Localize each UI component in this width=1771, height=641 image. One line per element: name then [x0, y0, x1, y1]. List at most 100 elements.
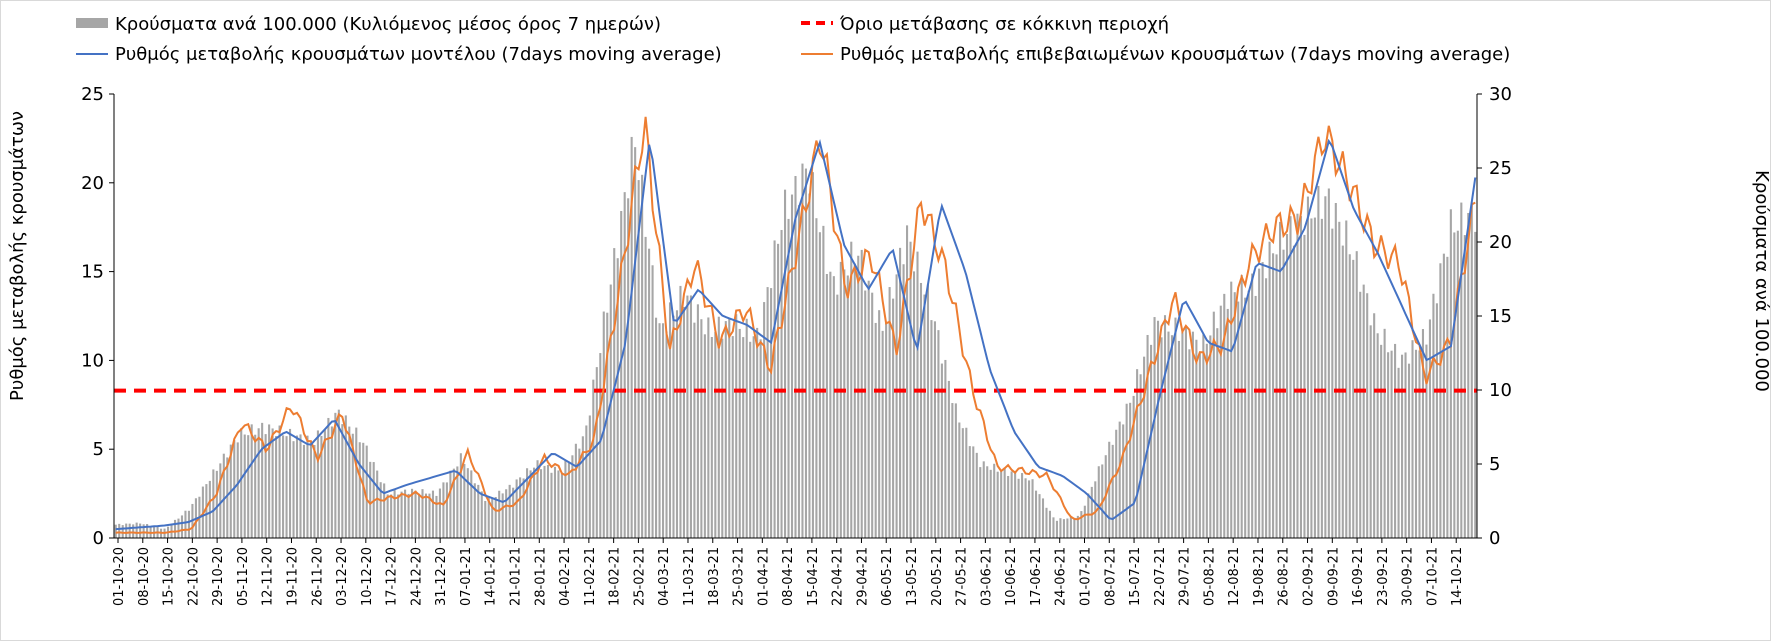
bar	[613, 248, 616, 538]
bar	[261, 422, 264, 538]
bar	[686, 295, 689, 538]
y-left-tick-label: 0	[93, 528, 104, 549]
bar	[243, 434, 246, 538]
bar	[885, 322, 888, 538]
x-tick-label: 23-09-21	[1376, 547, 1391, 606]
bar	[1334, 203, 1337, 538]
bar	[968, 446, 971, 538]
bar	[801, 163, 804, 538]
bar	[717, 316, 720, 538]
bar	[1083, 505, 1086, 538]
legend: Κρούσματα ανά 100.000 (Κυλιόμενος μέσος …	[76, 14, 1510, 65]
x-tick-label: 14-01-21	[484, 547, 499, 606]
bar	[390, 494, 393, 538]
x-tick-label: 13-05-21	[905, 547, 920, 606]
x-tick-label: 26-08-21	[1277, 547, 1292, 606]
bar	[843, 269, 846, 538]
bar	[1442, 253, 1445, 538]
bar	[857, 255, 860, 538]
bar	[1425, 344, 1428, 538]
bar	[1435, 303, 1438, 538]
bar	[871, 292, 874, 538]
bar	[1352, 259, 1355, 538]
bar	[919, 282, 923, 538]
bar	[121, 525, 124, 538]
bar	[463, 463, 466, 538]
x-tick-label: 17-12-20	[385, 547, 400, 606]
bar	[219, 463, 222, 538]
bar	[177, 518, 180, 538]
bar	[1003, 467, 1006, 538]
bar	[641, 174, 644, 539]
bar	[546, 464, 550, 538]
bar	[951, 403, 954, 538]
bar	[839, 261, 842, 538]
bar	[637, 180, 640, 538]
bar	[295, 435, 299, 538]
bar	[459, 453, 462, 538]
bar	[1219, 305, 1222, 538]
x-tick-label: 12-08-21	[1227, 547, 1242, 606]
bar	[724, 321, 727, 538]
bar	[1007, 475, 1010, 538]
bar	[689, 295, 692, 538]
bar	[752, 336, 755, 538]
bar	[822, 225, 825, 539]
bar	[1401, 354, 1404, 538]
bar	[672, 315, 675, 538]
bar	[1226, 308, 1229, 538]
bar	[595, 367, 598, 538]
bar	[742, 337, 745, 538]
bar	[1216, 328, 1219, 538]
x-tick-label: 08-04-21	[781, 547, 796, 606]
bar	[1170, 335, 1174, 538]
bar	[505, 489, 508, 538]
x-tick-label: 01-04-21	[756, 547, 771, 606]
bar	[756, 327, 759, 538]
bar	[620, 210, 623, 539]
bar	[930, 320, 933, 538]
y-left-tick-label: 15	[81, 262, 104, 283]
bar	[864, 290, 867, 538]
bar	[309, 441, 313, 538]
bar	[696, 304, 699, 538]
bar	[1143, 356, 1146, 538]
bar	[438, 488, 441, 538]
bar	[627, 198, 630, 538]
bar	[477, 484, 480, 538]
bar	[1017, 478, 1020, 538]
bar	[1240, 274, 1243, 538]
x-tick-label: 18-02-21	[608, 547, 623, 606]
bar	[867, 280, 870, 538]
bar	[1129, 402, 1132, 538]
bar	[1233, 292, 1236, 538]
bar	[1209, 335, 1212, 538]
x-tick-label: 22-07-21	[1153, 547, 1168, 606]
bar	[1414, 349, 1418, 538]
bar	[1069, 516, 1072, 538]
bar	[1062, 519, 1065, 538]
bar	[393, 490, 396, 538]
bar	[912, 271, 916, 538]
bar	[759, 339, 762, 538]
bar	[832, 276, 835, 538]
bar	[1265, 278, 1268, 538]
bar	[780, 229, 783, 538]
bar	[522, 478, 525, 538]
bar	[1202, 334, 1205, 538]
bar	[1024, 478, 1027, 538]
bar	[1275, 254, 1278, 538]
bar	[1292, 245, 1296, 538]
x-tick-label: 18-03-21	[707, 547, 722, 606]
bar	[278, 425, 281, 538]
bar	[644, 236, 647, 538]
bar	[1174, 317, 1177, 538]
y-right-tick-label: 15	[1489, 306, 1512, 327]
bar	[658, 323, 661, 538]
bar	[330, 426, 333, 538]
bar	[1034, 490, 1038, 538]
bar	[665, 331, 668, 538]
x-tick-label: 31-12-20	[434, 547, 449, 606]
bar	[292, 441, 295, 538]
bar	[1394, 343, 1397, 538]
